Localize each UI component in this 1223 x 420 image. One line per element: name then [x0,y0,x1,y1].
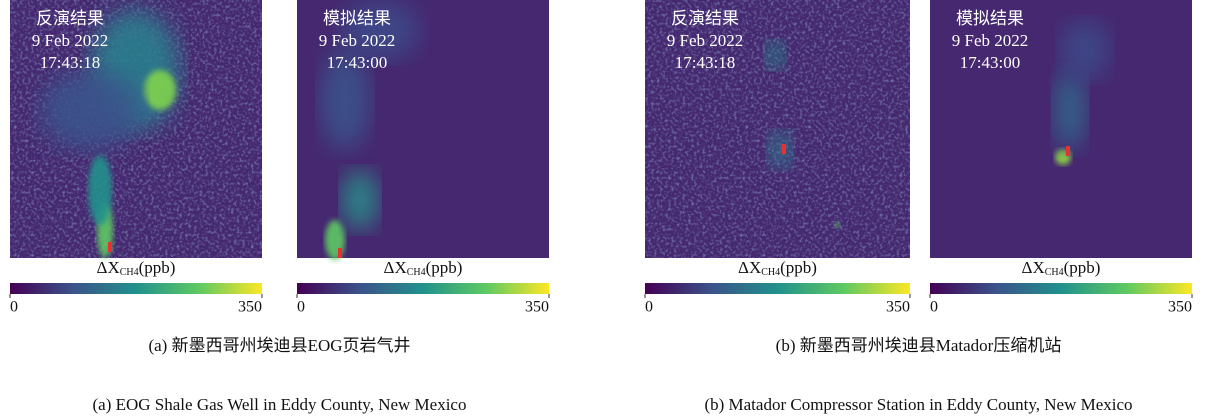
image-panel: 反演结果 9 Feb 2022 17:43:18 ΔXCH4(ppb) 0 350 [645,0,910,316]
unit: (ppb) [139,258,176,277]
image-time: 17:43:00 [960,53,1020,72]
caption-en: (a) EOG Shale Gas Well in Eddy County, N… [93,395,467,414]
symbol: ΔX [384,258,407,277]
colorbar-tick-label: 0 [645,299,653,316]
source-marker [1066,146,1070,156]
image-title: 模拟结果 [956,9,1024,28]
image-time: 17:43:18 [675,53,735,72]
image-panel: 模拟结果 9 Feb 2022 17:43:00 ΔXCH4(ppb) 0 350 [297,0,549,316]
subscript: CH4 [1045,267,1064,278]
plume [88,155,112,225]
colorbar-label: ΔXCH4(ppb) [97,258,176,278]
plume [1054,70,1086,150]
subscript: CH4 [120,267,139,278]
colorbar-tick-label: 350 [525,299,549,316]
plume [768,132,792,168]
plume [40,70,140,150]
colorbar-tick-label: 0 [10,299,18,316]
colorbar-label: ΔXCH4(ppb) [738,258,817,278]
colorbar [645,283,910,294]
image-time: 17:43:00 [327,53,387,72]
unit: (ppb) [780,258,817,277]
image-date: 9 Feb 2022 [319,31,396,50]
image-date: 9 Feb 2022 [952,31,1029,50]
plume [342,170,378,230]
plume [1060,20,1110,80]
symbol: ΔX [738,258,761,277]
image-title: 模拟结果 [323,9,391,28]
colorbar [10,283,262,294]
source-marker [338,248,342,258]
plume [765,41,785,69]
figure: 反演结果9 Feb 202217:43:18ΔXCH4(ppb)0350模拟结果… [0,0,1223,420]
plume [144,70,176,110]
page: {"panels": [ {"images": [ {"title": "反演结… [0,0,1223,420]
colorbar-label: ΔXCH4(ppb) [384,258,463,278]
colorbar-tick-label: 0 [930,299,938,316]
caption-en: (b) Matador Compressor Station in Eddy C… [704,395,1132,414]
subscript: CH4 [761,267,780,278]
caption-zh: (b) 新墨西哥州埃迪县Matador压缩机站 [776,336,1062,355]
image-panel: 反演结果 9 Feb 2022 17:43:18 ΔXCH4(ppb) 0 350 [10,0,262,316]
symbol: ΔX [1022,258,1045,277]
subscript: CH4 [407,267,426,278]
image-title: 反演结果 [36,9,104,28]
colorbar-tick-label: 350 [238,299,262,316]
caption-zh: (a) 新墨西哥州埃迪县EOG页岩气井 [148,336,410,355]
image-title: 反演结果 [671,9,739,28]
image-date: 9 Feb 2022 [667,31,744,50]
source-marker [108,242,112,252]
colorbar [930,283,1192,294]
unit: (ppb) [1064,258,1101,277]
image-time: 17:43:18 [40,53,100,72]
colorbar-tick-label: 350 [886,299,910,316]
colorbar [297,283,549,294]
colorbar-tick-label: 0 [297,299,305,316]
unit: (ppb) [426,258,463,277]
colorbar-tick-label: 350 [1168,299,1192,316]
colorbar-label: ΔXCH4(ppb) [1022,258,1101,278]
source-marker [782,144,786,154]
image-panel: 模拟结果 9 Feb 2022 17:43:00 ΔXCH4(ppb) 0 350 [930,0,1192,316]
symbol: ΔX [97,258,120,277]
plume [834,222,840,228]
image-date: 9 Feb 2022 [32,31,109,50]
